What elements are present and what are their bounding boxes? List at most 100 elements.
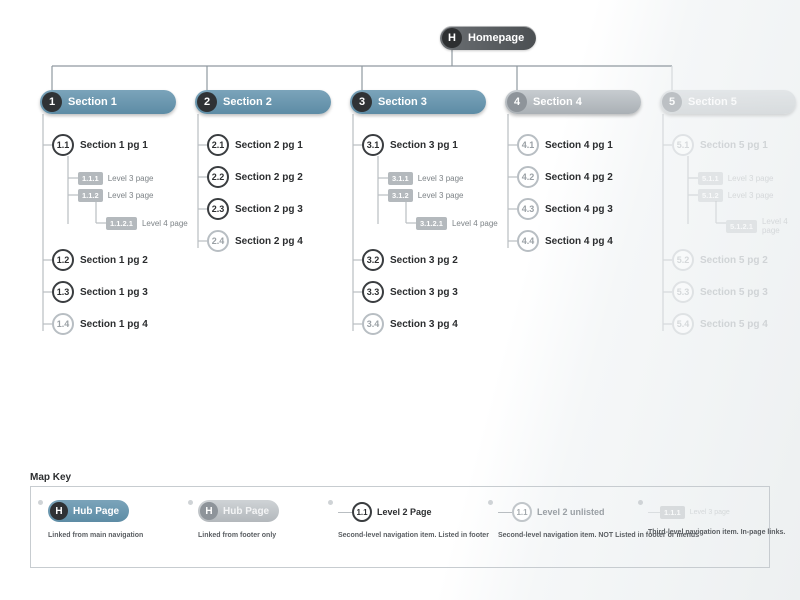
page-number: 4.1 <box>517 134 539 156</box>
page-node-2.3: 2.3 Section 2 pg 3 <box>207 198 303 220</box>
section-pill-3: 3 Section 3 <box>350 90 486 114</box>
page-number: 3.4 <box>362 313 384 335</box>
page-number: 5.3 <box>672 281 694 303</box>
l4-node-1.1.2.1: 1.1.2.1 Level 4 page <box>106 217 188 230</box>
l4-number: 3.1.2.1 <box>416 217 447 230</box>
map-key-title: Map Key <box>30 472 71 483</box>
page-number: 3.1 <box>362 134 384 156</box>
page-node-2.2: 2.2 Section 2 pg 2 <box>207 166 303 188</box>
page-label: Section 2 pg 3 <box>235 204 303 215</box>
l3-node-5.1.1: 5.1.1 Level 3 page <box>698 172 774 185</box>
page-number: 3.3 <box>362 281 384 303</box>
key-hub-icon: HHub Page <box>48 500 129 522</box>
page-node-1.4: 1.4 Section 1 pg 4 <box>52 313 148 335</box>
sitemap-nodes: H Homepage 1 Section 1 1.1 Section 1 pg … <box>0 0 800 600</box>
key-hub-icon: HHub Page <box>198 500 279 522</box>
page-number: 4.3 <box>517 198 539 220</box>
page-label: Section 3 pg 4 <box>390 319 458 330</box>
page-node-5.1: 5.1 Section 5 pg 1 <box>672 134 768 156</box>
l4-number: 5.1.2.1 <box>726 220 757 233</box>
page-label: Section 4 pg 2 <box>545 172 613 183</box>
section-pill-4: 4 Section 4 <box>505 90 641 114</box>
section-number: 4 <box>507 92 527 112</box>
page-number: 1.1 <box>52 134 74 156</box>
page-label: Section 1 pg 2 <box>80 255 148 266</box>
page-node-2.4: 2.4 Section 2 pg 4 <box>207 230 303 252</box>
page-number: 4.2 <box>517 166 539 188</box>
section-label: Section 1 <box>68 96 117 108</box>
l3-number: 5.1.2 <box>698 189 723 202</box>
l3-node-1.1.2: 1.1.2 Level 3 page <box>78 189 154 202</box>
page-node-4.4: 4.4 Section 4 pg 4 <box>517 230 613 252</box>
page-number: 2.1 <box>207 134 229 156</box>
l4-label: Level 4 page <box>452 219 498 228</box>
page-number: 5.4 <box>672 313 694 335</box>
page-number: 5.1 <box>672 134 694 156</box>
key-l2-icon: 1.1 Level 2 unlisted <box>498 502 605 522</box>
section-pill-2: 2 Section 2 <box>195 90 331 114</box>
page-node-5.4: 5.4 Section 5 pg 4 <box>672 313 768 335</box>
page-label: Section 1 pg 4 <box>80 319 148 330</box>
homepage-label: Homepage <box>468 32 524 44</box>
l3-label: Level 3 page <box>418 174 464 183</box>
section-label: Section 2 <box>223 96 272 108</box>
page-label: Section 2 pg 1 <box>235 140 303 151</box>
page-number: 2.4 <box>207 230 229 252</box>
page-number: 2.2 <box>207 166 229 188</box>
key-item-1: HHub Page Linked from footer only <box>198 500 279 539</box>
page-node-3.2: 3.2 Section 3 pg 2 <box>362 249 458 271</box>
key-bullet-icon <box>488 500 493 505</box>
key-item-desc: Third-level navigation item. In-page lin… <box>648 529 785 536</box>
page-label: Section 4 pg 3 <box>545 204 613 215</box>
l4-node-5.1.2.1: 5.1.2.1 Level 4 page <box>726 217 800 235</box>
page-label: Section 3 pg 1 <box>390 140 458 151</box>
page-label: Section 5 pg 4 <box>700 319 768 330</box>
page-node-1.3: 1.3 Section 1 pg 3 <box>52 281 148 303</box>
l4-label: Level 4 page <box>762 217 800 235</box>
page-number: 1.4 <box>52 313 74 335</box>
page-label: Section 5 pg 2 <box>700 255 768 266</box>
section-number: 5 <box>662 92 682 112</box>
section-number: 2 <box>197 92 217 112</box>
section-pill-1: 1 Section 1 <box>40 90 176 114</box>
key-item-desc: Linked from main navigation <box>48 532 143 539</box>
page-label: Section 4 pg 4 <box>545 236 613 247</box>
key-item-desc: Second-level navigation item. Listed in … <box>338 532 489 539</box>
key-l3-icon: 1.1.1 Level 3 page <box>648 506 730 519</box>
key-bullet-icon <box>38 500 43 505</box>
page-label: Section 5 pg 3 <box>700 287 768 298</box>
l3-node-3.1.1: 3.1.1 Level 3 page <box>388 172 464 185</box>
page-number: 1.3 <box>52 281 74 303</box>
l3-label: Level 3 page <box>728 174 774 183</box>
page-label: Section 4 pg 1 <box>545 140 613 151</box>
page-label: Section 2 pg 2 <box>235 172 303 183</box>
l3-number: 3.1.2 <box>388 189 413 202</box>
l3-node-5.1.2: 5.1.2 Level 3 page <box>698 189 774 202</box>
key-bullet-icon <box>638 500 643 505</box>
page-label: Section 1 pg 1 <box>80 140 148 151</box>
page-node-3.4: 3.4 Section 3 pg 4 <box>362 313 458 335</box>
page-node-1.2: 1.2 Section 1 pg 2 <box>52 249 148 271</box>
l3-label: Level 3 page <box>418 191 464 200</box>
page-number: 3.2 <box>362 249 384 271</box>
page-number: 5.2 <box>672 249 694 271</box>
l3-node-3.1.2: 3.1.2 Level 3 page <box>388 189 464 202</box>
page-label: Section 2 pg 4 <box>235 236 303 247</box>
key-item-0: HHub Page Linked from main navigation <box>48 500 143 539</box>
page-node-5.3: 5.3 Section 5 pg 3 <box>672 281 768 303</box>
page-label: Section 5 pg 1 <box>700 140 768 151</box>
page-number: 2.3 <box>207 198 229 220</box>
page-label: Section 3 pg 2 <box>390 255 458 266</box>
l3-label: Level 3 page <box>728 191 774 200</box>
page-label: Section 1 pg 3 <box>80 287 148 298</box>
key-bullet-icon <box>328 500 333 505</box>
key-l2-icon: 1.1 Level 2 Page <box>338 502 432 522</box>
l3-label: Level 3 page <box>108 191 154 200</box>
l3-number: 3.1.1 <box>388 172 413 185</box>
page-number: 1.2 <box>52 249 74 271</box>
page-node-5.2: 5.2 Section 5 pg 2 <box>672 249 768 271</box>
key-item-2: 1.1 Level 2 Page Second-level navigation… <box>338 500 489 539</box>
l3-number: 5.1.1 <box>698 172 723 185</box>
page-node-4.1: 4.1 Section 4 pg 1 <box>517 134 613 156</box>
homepage-badge: H <box>442 28 462 48</box>
